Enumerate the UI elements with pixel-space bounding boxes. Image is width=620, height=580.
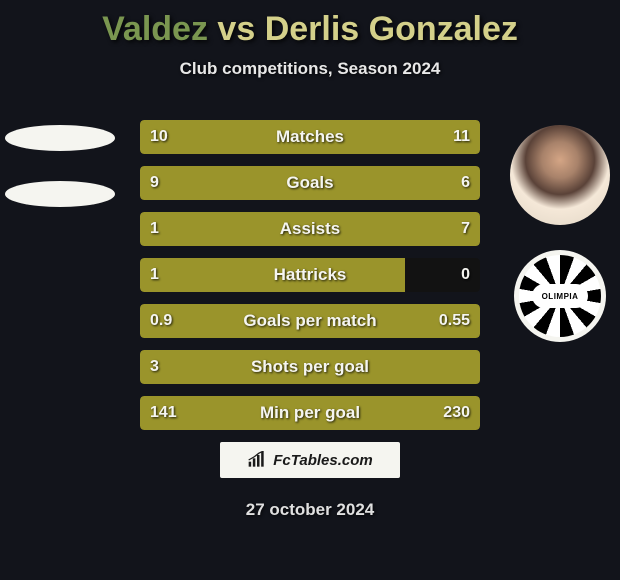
stat-value-right: 230 <box>443 404 470 422</box>
title-vs: vs <box>217 10 255 48</box>
left-avatar-column <box>5 125 125 237</box>
stat-value-right: 7 <box>461 220 470 238</box>
stat-value-right: 6 <box>461 174 470 192</box>
date-text: 27 october 2024 <box>0 500 620 520</box>
club-badge-label: OLIMPIA <box>532 284 588 308</box>
footer-brand-box: FcTables.com <box>220 442 400 478</box>
stat-label: Hattricks <box>140 265 480 285</box>
player2-photo <box>510 125 610 225</box>
player1-club-placeholder <box>5 181 115 207</box>
right-avatar-column: OLIMPIA <box>510 125 620 342</box>
player2-club-badge: OLIMPIA <box>514 250 606 342</box>
player1-name: Valdez <box>102 10 208 48</box>
chart-icon <box>247 451 267 469</box>
stat-value-right: 11 <box>453 128 470 146</box>
stat-label: Min per goal <box>140 403 480 423</box>
subtitle: Club competitions, Season 2024 <box>0 59 620 79</box>
stat-label: Goals <box>140 173 480 193</box>
stats-comparison-area: 10Matches11 9Goals6 1Assists7 1Hattricks0 0.… <box>140 120 480 442</box>
comparison-title: Valdez vs Derlis Gonzalez <box>0 0 620 49</box>
stat-row: 10Matches11 <box>140 120 480 154</box>
footer-brand-text: FcTables.com <box>273 452 372 469</box>
player2-name: Derlis Gonzalez <box>265 10 518 48</box>
stat-label: Matches <box>140 127 480 147</box>
stat-row: 1Hattricks0 <box>140 258 480 292</box>
stat-label: Goals per match <box>140 311 480 331</box>
stat-row: 9Goals6 <box>140 166 480 200</box>
player1-avatar-placeholder <box>5 125 115 151</box>
club-badge-stripes: OLIMPIA <box>519 255 601 337</box>
stat-row: 3Shots per goal <box>140 350 480 384</box>
stat-row: 141Min per goal230 <box>140 396 480 430</box>
stat-label: Assists <box>140 219 480 239</box>
stat-row: 0.9Goals per match0.55 <box>140 304 480 338</box>
stat-value-right: 0.55 <box>439 312 470 330</box>
stat-value-right: 0 <box>461 266 470 284</box>
stat-label: Shots per goal <box>140 357 480 377</box>
stat-row: 1Assists7 <box>140 212 480 246</box>
